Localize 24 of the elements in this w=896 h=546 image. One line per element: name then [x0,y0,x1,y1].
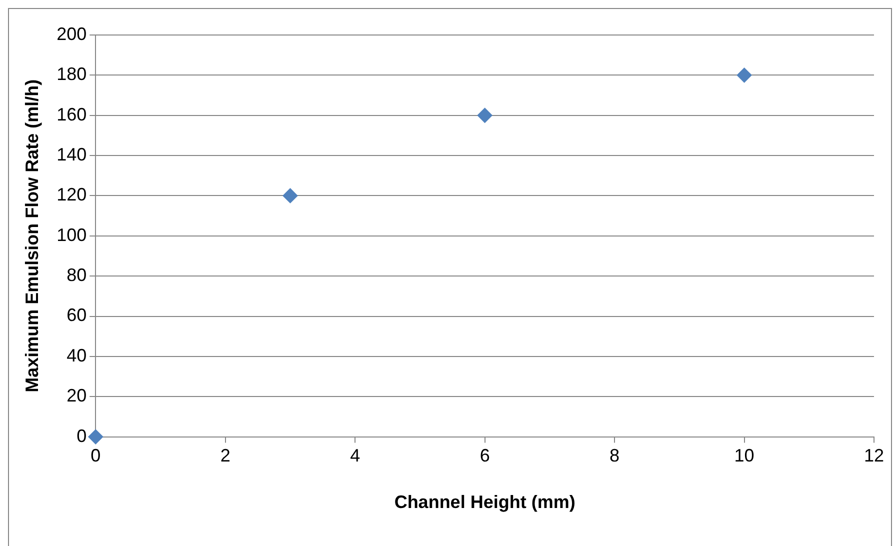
x-axis-title: Channel Height (mm) [394,492,576,512]
y-tick-label: 180 [56,64,87,84]
x-tick-label: 12 [864,446,884,466]
point [477,108,492,123]
point [88,429,104,444]
x-tick-label: 4 [350,446,360,466]
y-tick-label: 80 [66,265,87,286]
y-tick-label: 20 [66,386,87,406]
point [736,68,752,83]
y-tick-label: 100 [56,224,87,245]
x-tick-label: 8 [610,446,620,466]
y-tick-label: 60 [66,305,87,326]
point [282,188,298,204]
y-axis-title: Maximum Emulsion Flow Rate (ml/h) [22,79,42,392]
x-tick-label: 6 [480,446,490,466]
y-tick-label: 140 [56,144,87,165]
y-tick-label: 0 [76,426,87,446]
y-tick-label: 200 [56,24,87,44]
y-tick-label: 40 [66,345,87,366]
y-tick-label: 160 [56,104,87,124]
x-tick-label: 2 [220,446,230,466]
y-tick-label: 120 [56,184,87,205]
x-tick-label: 10 [734,446,754,466]
x-tick-label: 0 [90,446,101,466]
